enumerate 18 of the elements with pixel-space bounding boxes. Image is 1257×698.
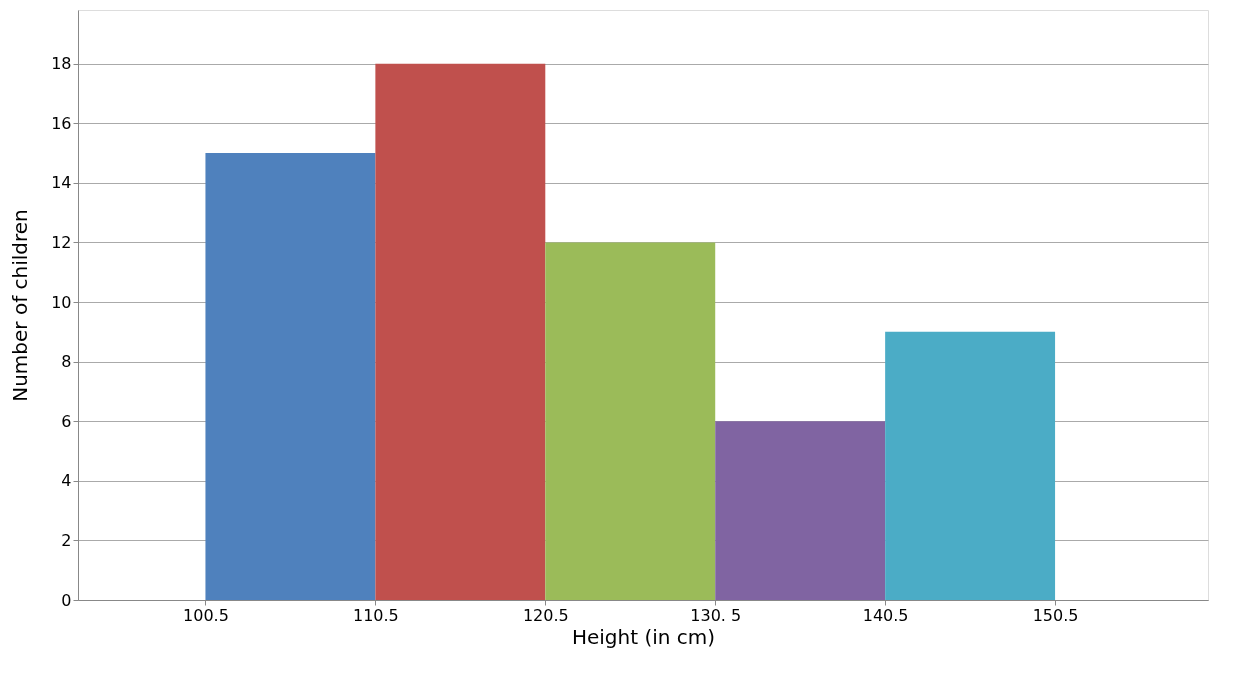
- y-tick-label: 18: [51, 54, 72, 74]
- y-tick-label: 8: [61, 352, 72, 372]
- x-tick-label: 140.5: [862, 605, 909, 625]
- x-tick-label: 120.5: [522, 605, 569, 625]
- x-tick-label: 110.5: [352, 605, 399, 625]
- y-tick-label: 12: [51, 232, 72, 252]
- y-tick-label: 10: [51, 292, 72, 312]
- y-tick-label: 16: [51, 113, 72, 133]
- x-axis-title: Height (in cm): [571, 624, 716, 649]
- y-tick-label: 0: [61, 590, 72, 610]
- y-axis-title: Number of children: [8, 209, 33, 402]
- y-tick-label: 2: [61, 530, 72, 550]
- x-tick-label: 130. 5: [690, 605, 742, 625]
- x-tick-label: 150.5: [1032, 605, 1079, 625]
- x-tick-label: 100.5: [183, 605, 229, 625]
- y-tick-label: 6: [61, 411, 72, 431]
- y-tick-label: 14: [51, 173, 72, 193]
- y-tick-label: 4: [61, 471, 72, 491]
